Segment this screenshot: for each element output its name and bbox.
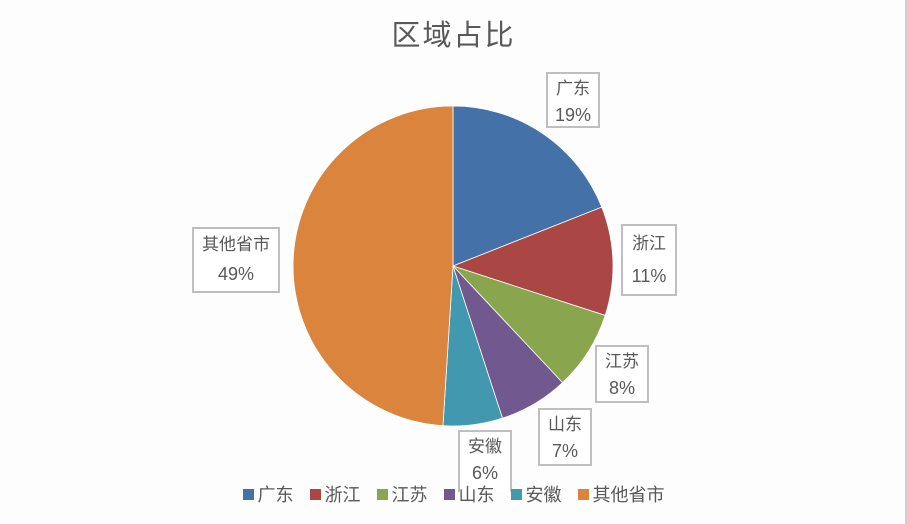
legend-swatch-icon [510, 488, 522, 500]
legend: 广东 浙江 江苏 山东 安徽 其他省市 [0, 481, 907, 507]
chart-border [905, 0, 907, 524]
chart-title: 区域占比 [391, 18, 516, 52]
data-label-guangdong: 广东 19% [546, 72, 600, 128]
data-label-shandong: 山东 7% [538, 408, 592, 466]
legend-item-zhejiang[interactable]: 浙江 [309, 481, 361, 507]
pie-slice-zhejiang[interactable] [451, 206, 614, 316]
pie-slice-other[interactable] [292, 105, 454, 427]
legend-swatch-icon [577, 488, 589, 500]
legend-item-shandong[interactable]: 山东 [443, 481, 495, 507]
legend-item-guangdong[interactable]: 广东 [242, 481, 294, 507]
legend-swatch-icon [309, 488, 321, 500]
pie-slice-guangdong[interactable] [452, 105, 603, 267]
data-label-zhejiang: 浙江 11% [621, 224, 677, 296]
legend-swatch-icon [242, 488, 254, 500]
data-label-anhui: 安徽 6% [458, 430, 512, 492]
data-label-jiangsu: 江苏 8% [595, 345, 649, 403]
legend-item-jiangsu[interactable]: 江苏 [376, 481, 428, 507]
legend-item-other[interactable]: 其他省市 [577, 481, 665, 507]
legend-item-anhui[interactable]: 安徽 [510, 481, 562, 507]
legend-swatch-icon [376, 488, 388, 500]
legend-swatch-icon [443, 488, 455, 500]
data-label-other: 其他省市 49% [192, 227, 280, 293]
